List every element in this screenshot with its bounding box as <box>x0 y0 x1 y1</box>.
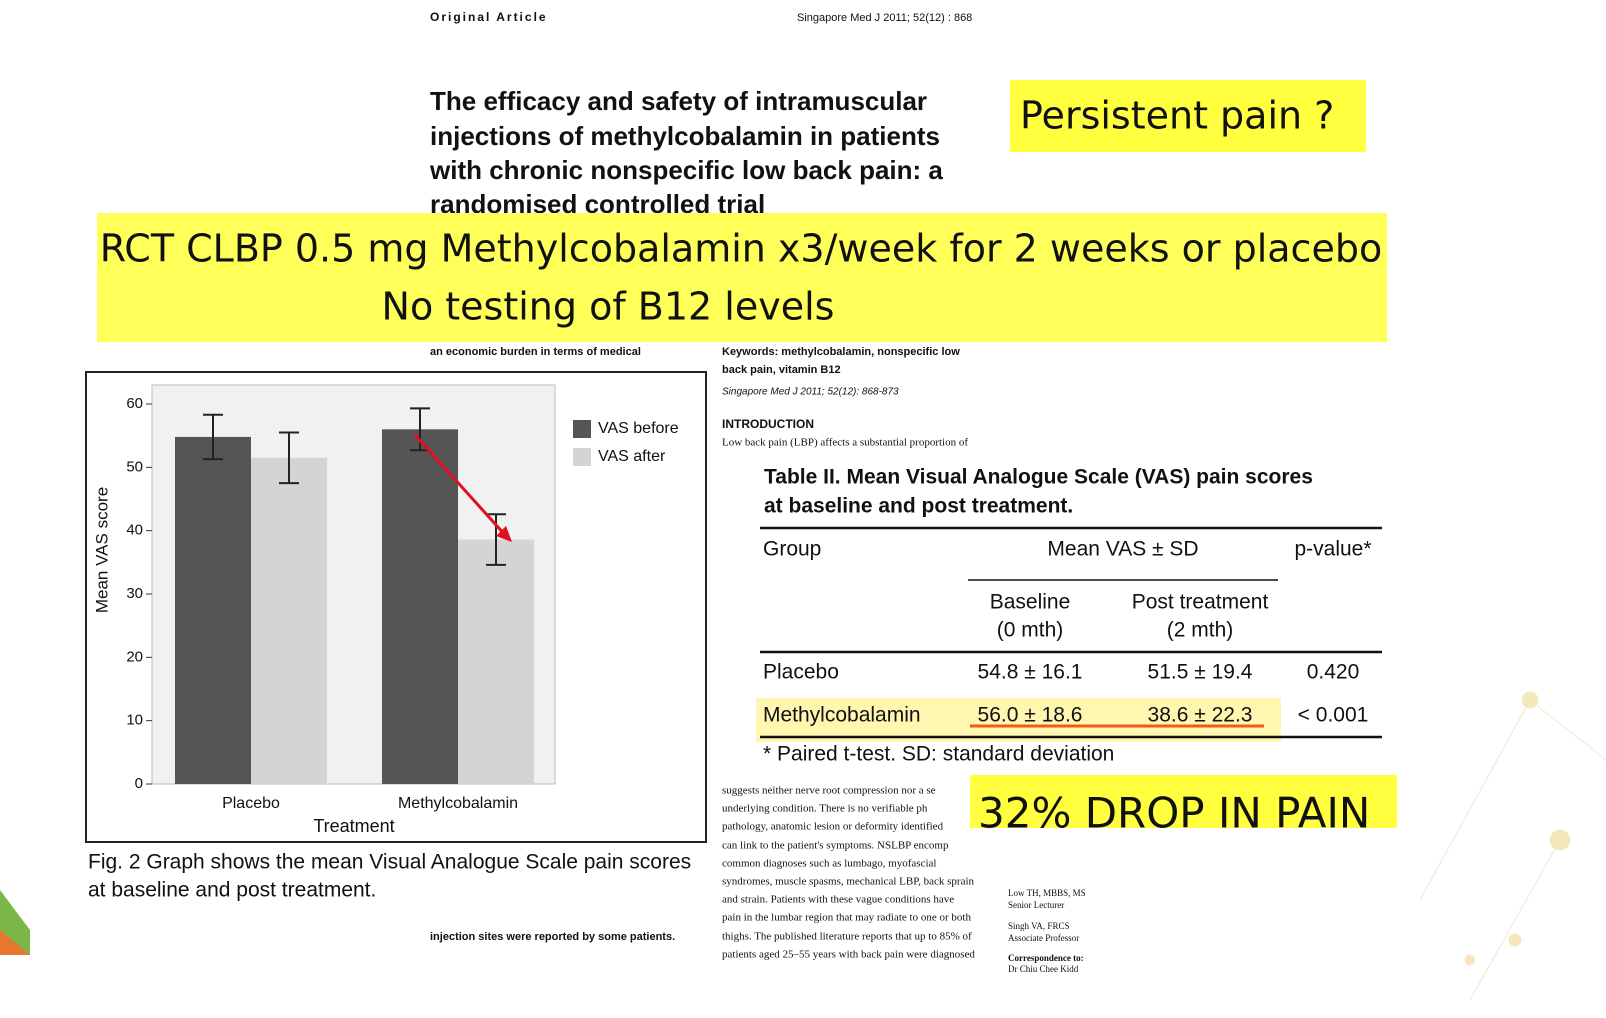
bar <box>382 429 458 784</box>
table: Group Mean VAS ± SD p-value* Baseline (0… <box>763 538 1372 766</box>
paper-text: syndromes, muscle spasms, mechanical LBP… <box>722 876 975 888</box>
paper-text: Low back pain (LBP) affects a substantia… <box>722 437 968 449</box>
arrow <box>413 433 508 538</box>
paper-text: back pain, vitamin B12 <box>722 364 841 376</box>
chart: 0 10 20 30 40 50 60 Mean VAS score Treatment Plac… <box>92 395 678 836</box>
table-header: Group <box>763 538 821 561</box>
header: Original Article <box>430 10 548 24</box>
paper-text: underlying condition. There is no verifi… <box>722 803 928 815</box>
paper-text: Low TH, MBBS, MS <box>1008 888 1086 898</box>
table-cell: Methylcobalamin <box>763 704 921 727</box>
table-bg <box>760 463 1390 525</box>
callout-box <box>1010 80 1366 152</box>
paper-text: and strain. Patients with these vague co… <box>722 894 954 906</box>
table-header: (2 mth) <box>1167 619 1234 642</box>
paper-text: Correspondence to: <box>1008 953 1084 963</box>
table-cell: < 0.001 <box>1298 704 1369 727</box>
legend-label: VAS before <box>598 420 679 437</box>
paper-text: common diagnoses such as lumbago, myofas… <box>722 858 936 870</box>
paper-text: Keywords: methylcobalamin, nonspecific l… <box>722 346 960 358</box>
y-tick-label: 50 <box>126 458 143 475</box>
y-tick-label: 20 <box>126 648 143 665</box>
header: Singapore Med J 2011; 52(12) : 868 <box>797 12 972 24</box>
table-header: (0 mth) <box>997 619 1064 642</box>
table-cell: 56.0 ± 18.6 <box>978 704 1083 727</box>
legend-label: VAS after <box>598 448 666 465</box>
title-line: The efficacy and safety of intramuscular <box>430 86 927 116</box>
paper-authors: Low TH, MBBS, MS Senior Lecturer Singh V… <box>1008 888 1086 974</box>
title-line: injections of methylcobalamin in patient… <box>430 121 940 151</box>
paper-text: thighs. The published literature reports… <box>722 931 972 943</box>
callout: 32% DROP IN PAIN <box>978 789 1370 838</box>
table-header: p-value* <box>1294 538 1371 561</box>
legend-swatch <box>573 448 591 466</box>
table-footnote: * Paired t-test. SD: standard deviation <box>763 743 1114 766</box>
y-tick-label: 60 <box>126 395 143 412</box>
table-title: at baseline and post treatment. <box>764 495 1073 518</box>
paper-text: can link to the patient's symptoms. NSLB… <box>722 840 949 852</box>
table-cell: 54.8 ± 16.1 <box>978 661 1083 684</box>
paper-body: suggests neither nerve root compression … <box>722 785 975 961</box>
paper-text: Associate Professor <box>1008 933 1079 943</box>
callout-box <box>970 775 1397 828</box>
paper-text: Singapore Med J 2011; 52(12): 868-873 <box>722 387 899 398</box>
paper-text: pain in the lumbar region that may radia… <box>722 912 971 924</box>
paper-text: an economic burden in terms of medical <box>430 346 641 358</box>
table-header: Mean VAS ± SD <box>1047 538 1198 561</box>
network-decoration <box>1419 691 1606 1001</box>
table-cell: 38.6 ± 22.3 <box>1148 704 1253 727</box>
paper-text: pathology, anatomic lesion or deformity … <box>722 821 944 833</box>
paper-text: suggests neither nerve root compression … <box>722 785 936 797</box>
table-cell: Placebo <box>763 661 839 684</box>
y-tick-label: 40 <box>126 522 143 539</box>
highlight <box>756 698 1281 742</box>
bar <box>175 436 251 784</box>
y-tick-label: 10 <box>126 712 143 729</box>
caption: Fig. 2 Graph shows the mean Visual Analo… <box>88 851 691 874</box>
paper-title: The efficacy and safety of intramuscular… <box>429 86 943 219</box>
x-tick-label: Methylcobalamin <box>398 795 518 812</box>
table-cell: 0.420 <box>1307 661 1360 684</box>
caption: at baseline and post treatment. <box>88 879 376 902</box>
logo <box>0 930 30 955</box>
callout: Persistent pain ? <box>1020 94 1334 138</box>
x-tick-label: Placebo <box>222 795 280 812</box>
paper-text: injection sites were reported by some pa… <box>430 931 675 943</box>
table-header: Baseline <box>990 591 1071 614</box>
paper-text: Singh VA, FRCS <box>1008 921 1069 931</box>
paper-text: Dr Chiu Chee Kidd <box>1008 964 1079 974</box>
title-line: with chronic nonspecific low back pain: … <box>429 155 943 185</box>
paper-text: patients aged 25–55 years with back pain… <box>722 949 975 961</box>
bar <box>251 457 327 784</box>
legend-swatch <box>573 420 591 438</box>
callout: No testing of B12 levels <box>382 285 835 329</box>
arrow-head <box>496 526 512 542</box>
table-header: Post treatment <box>1132 591 1269 614</box>
paper-text: INTRODUCTION <box>722 417 814 431</box>
y-axis-label: Mean VAS score <box>92 487 111 613</box>
bar <box>458 539 534 784</box>
y-tick-label: 0 <box>135 775 143 792</box>
callout: RCT CLBP 0.5 mg Methylcobalamin x3/week … <box>100 227 1382 271</box>
table-cell: 51.5 ± 19.4 <box>1148 661 1253 684</box>
y-tick-label: 30 <box>126 585 143 602</box>
paper-text: Senior Lecturer <box>1008 900 1064 910</box>
callout-box <box>97 213 1387 342</box>
table-title: Table II. Mean Visual Analogue Scale (VA… <box>764 466 1313 489</box>
x-axis-label: Treatment <box>313 816 394 836</box>
